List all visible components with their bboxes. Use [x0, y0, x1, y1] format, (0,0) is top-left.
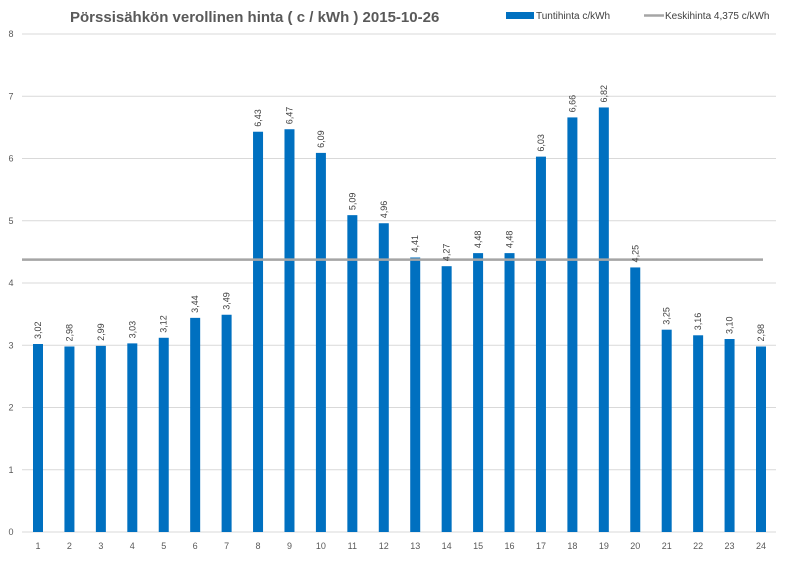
x-tick-label: 19 [599, 541, 609, 551]
bar-hour-2 [64, 346, 75, 532]
data-label: 2,98 [64, 324, 74, 342]
data-label: 4,41 [410, 235, 420, 253]
x-tick-label: 22 [693, 541, 703, 551]
data-label: 4,96 [379, 201, 389, 219]
y-tick-label: 2 [8, 403, 13, 413]
x-tick-label: 20 [630, 541, 640, 551]
bar-hour-17 [535, 156, 546, 532]
data-label: 3,25 [662, 307, 672, 325]
x-tick-label: 23 [725, 541, 735, 551]
data-label: 6,09 [316, 130, 326, 148]
bar-hour-3 [95, 345, 106, 532]
x-tick-label: 6 [193, 541, 198, 551]
bar-hour-20 [630, 267, 641, 532]
bar-hour-8 [253, 131, 264, 533]
bar-hour-13 [410, 257, 421, 532]
bar-hour-16 [504, 253, 515, 532]
bar-hour-24 [756, 346, 766, 532]
x-tick-label: 24 [756, 541, 766, 551]
legend: Tuntihinta c/kWh Keskihinta 4,375 c/kWh [506, 11, 770, 22]
bar-hour-10 [315, 152, 326, 532]
x-tick-label: 4 [130, 541, 135, 551]
data-label: 2,99 [96, 323, 106, 341]
bar-hour-21 [661, 329, 672, 532]
data-label: 4,27 [442, 244, 452, 262]
legend-label-line: Keskihinta 4,375 c/kWh [665, 11, 770, 22]
y-tick-label: 8 [8, 29, 13, 39]
x-tick-label: 13 [410, 541, 420, 551]
y-tick-label: 6 [8, 154, 13, 164]
bar-hour-6 [190, 317, 201, 532]
x-tick-label: 7 [224, 541, 229, 551]
x-tick-label: 18 [567, 541, 577, 551]
data-label: 6,47 [284, 107, 294, 125]
data-label: 4,48 [473, 231, 483, 249]
x-tick-label: 10 [316, 541, 326, 551]
data-label: 6,82 [599, 85, 609, 103]
x-tick-label: 21 [662, 541, 672, 551]
bar-hour-4 [127, 343, 138, 532]
bar-hour-5 [158, 337, 169, 532]
x-tick-label: 1 [35, 541, 40, 551]
bar-hour-11 [347, 215, 358, 532]
bar-hour-22 [693, 335, 704, 532]
x-tick-label: 3 [98, 541, 103, 551]
x-tick-label: 15 [473, 541, 483, 551]
y-tick-label: 0 [8, 527, 13, 537]
data-label: 3,02 [33, 321, 43, 339]
legend-swatch-bar [506, 12, 534, 19]
x-tick-label: 14 [442, 541, 452, 551]
data-label: 4,25 [630, 245, 640, 263]
x-tick-label: 2 [67, 541, 72, 551]
data-label: 3,03 [127, 321, 137, 339]
data-label: 3,16 [693, 313, 703, 331]
data-label: 6,03 [536, 134, 546, 152]
x-tick-label: 12 [379, 541, 389, 551]
data-label: 3,10 [725, 316, 735, 334]
x-tick-label: 17 [536, 541, 546, 551]
data-label: 4,48 [505, 231, 515, 249]
y-tick-label: 1 [8, 465, 13, 475]
data-label: 6,43 [253, 109, 263, 127]
bar-hour-15 [473, 253, 484, 532]
bar-hour-7 [221, 314, 232, 532]
y-tick-label: 5 [8, 216, 13, 226]
x-tick-label: 11 [348, 541, 357, 551]
bar-hour-12 [378, 223, 389, 533]
legend-label-bar: Tuntihinta c/kWh [536, 11, 610, 22]
data-label: 3,44 [190, 295, 200, 313]
bar-hour-14 [441, 266, 452, 532]
bar-hour-1 [33, 344, 43, 532]
data-label: 2,98 [756, 324, 766, 342]
data-label: 3,49 [222, 292, 232, 310]
y-tick-label: 7 [8, 91, 13, 101]
data-label: 5,09 [347, 193, 357, 211]
y-tick-label: 4 [8, 278, 13, 288]
x-tick-label: 9 [287, 541, 292, 551]
chart-title: Pörssisähkön verollinen hinta ( c / kWh … [70, 9, 439, 26]
x-tick-label: 16 [505, 541, 515, 551]
data-label: 6,66 [567, 95, 577, 113]
y-tick-label: 3 [8, 340, 13, 350]
bar-hour-18 [567, 117, 578, 532]
bar-hour-19 [598, 107, 609, 532]
bar-hour-9 [284, 129, 295, 532]
data-label: 3,12 [159, 315, 169, 333]
x-tick-label: 5 [161, 541, 166, 551]
bar-hour-23 [724, 339, 735, 532]
x-tick-label: 8 [256, 541, 261, 551]
